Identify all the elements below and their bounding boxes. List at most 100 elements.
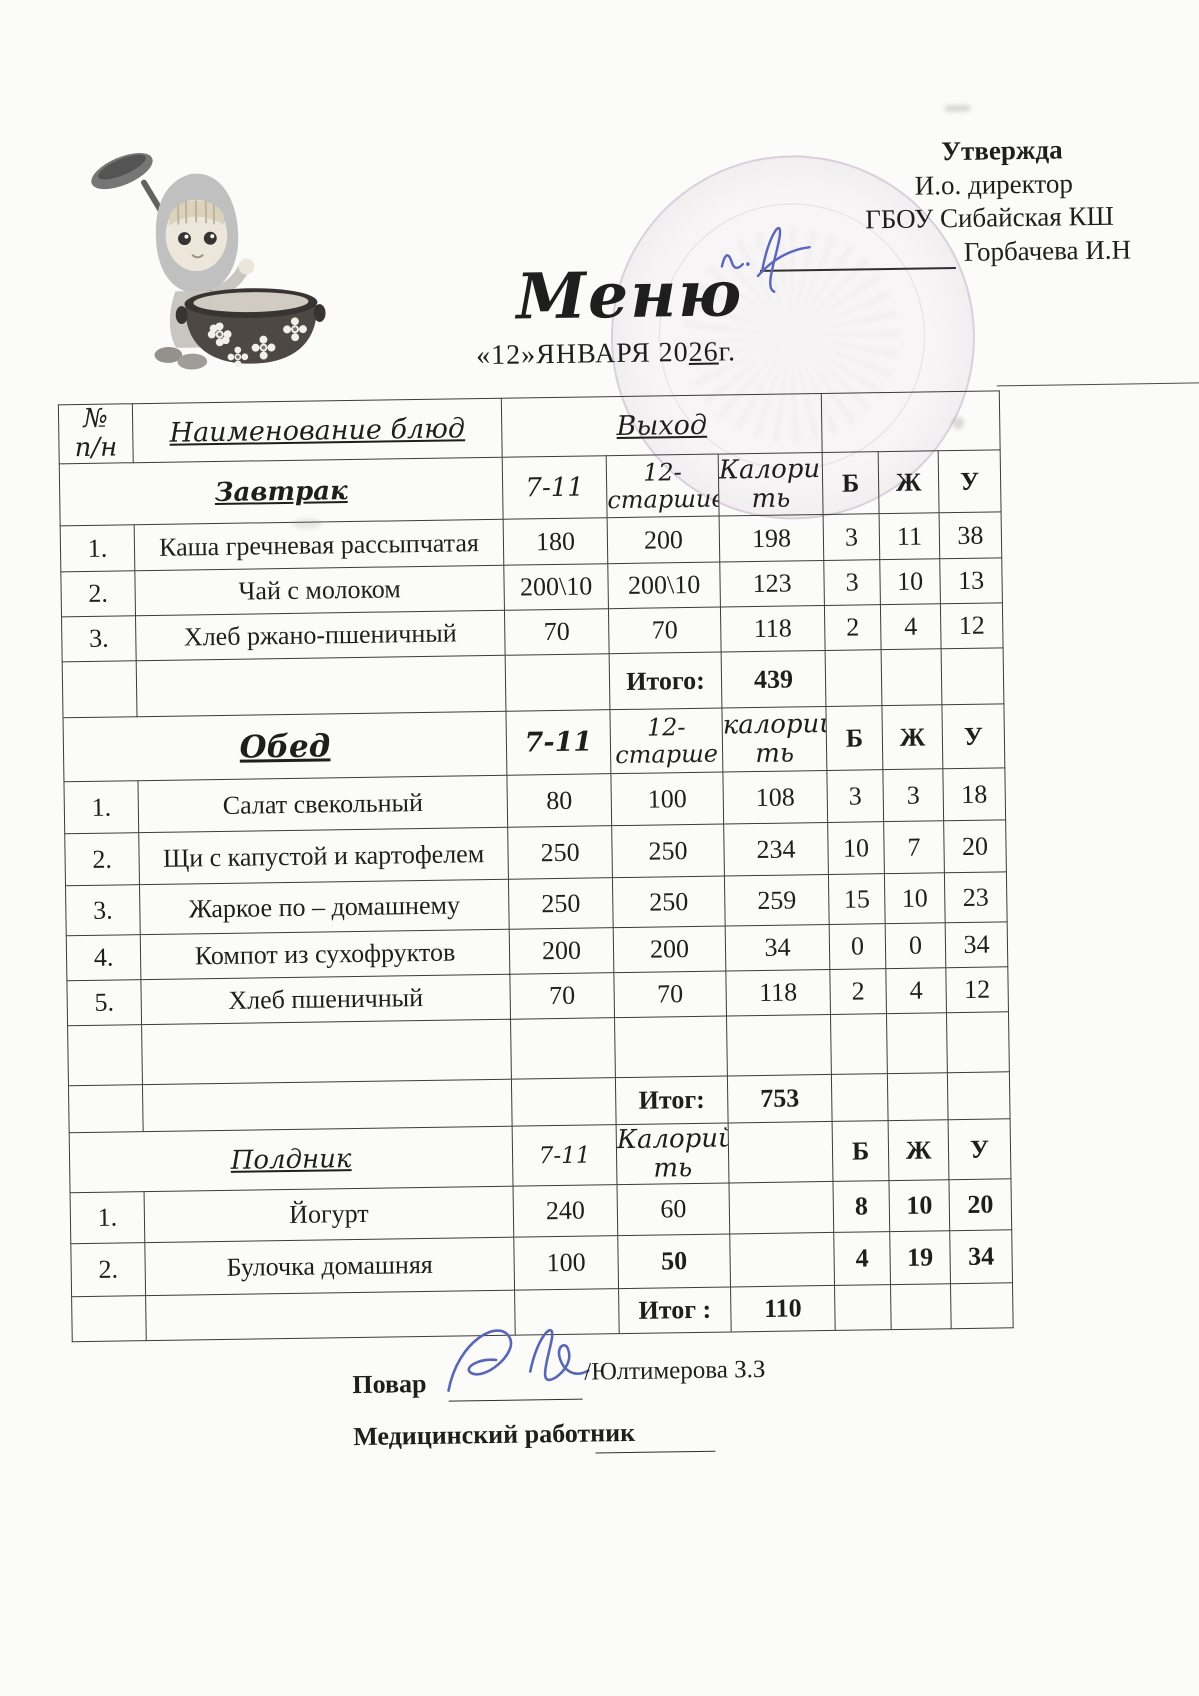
cell-no: 1. [60,524,135,573]
cell-out1: 250 [507,825,613,880]
cell-u: 13 [939,558,1003,604]
empty-cell [941,648,1004,705]
cell-dish-name: Булочка домашняя [144,1237,515,1296]
table-top-border-extension [996,382,1199,387]
cell-dish-name: Каша гречневая рассыпчатая [134,519,504,571]
snack-col-b: Б [832,1120,890,1182]
cell-out2: 250 [612,876,726,928]
lunch-col-u: У [941,704,1005,769]
cell-kcal: 259 [724,874,830,927]
cell-kcal: 123 [719,560,825,608]
empty-cell [890,1283,952,1330]
cell-no: 3. [65,884,141,936]
cell-zh: 10 [879,558,941,605]
breakfast-total-label: Итого: [609,652,722,710]
empty-cell [947,1072,1011,1120]
empty-cell [726,1014,832,1077]
cell-u: 34 [949,1230,1013,1284]
empty-cell [511,1077,617,1127]
empty-cell [946,1012,1010,1073]
cell-b: 4 [833,1231,891,1286]
empty-cell [834,1284,892,1331]
header-dish-name: Наименование блюд [132,398,503,463]
lunch-col-kcal-l1: калорийнос [722,707,827,741]
menu-table: № п/н Наименование блюд Выход Завтрак 7-1… [58,390,1014,1342]
header-no: № п/н [58,403,134,465]
snack-total-label: Итог : [618,1287,732,1334]
section-title-breakfast-text: Завтрак [214,475,348,508]
snack-col-age1: 7-11 [512,1124,617,1187]
cell-dish-name: Щи с капустой и картофелем [138,827,509,885]
cell-out2: 200 [607,516,720,564]
page-title: Меню [515,256,744,334]
breakfast-col-u: У [938,450,1002,514]
cell-u: 12 [940,603,1004,649]
breakfast-col-kcal-l1: Калорийнос [718,452,824,486]
lunch-col-age1: 7-11 [505,709,611,776]
empty-cell [505,653,610,712]
cell-zh: 19 [889,1230,951,1285]
approval-line-1: Утвержда [940,134,1063,167]
cell-no: 2. [60,570,136,618]
empty-cell [728,1121,834,1184]
cell-b: 15 [828,873,886,925]
header-dish-name-text: Наименование блюд [169,412,466,449]
date-underlined-part: 26 [688,336,719,368]
empty-cell [62,660,138,719]
empty-cell [729,1232,835,1288]
director-signature [720,226,811,293]
snack-col-zh: Ж [888,1119,949,1181]
cell-kcal: 118 [725,969,831,1017]
lunch-col-age2-l1: 12- [646,712,686,742]
empty-cell [71,1295,147,1342]
cell-out1: 70 [509,972,615,1020]
date-line: «12»ЯНВАРЯ 2026г. [476,336,736,372]
empty-cell [142,1079,513,1132]
cell-out1: 180 [503,517,608,566]
cell-dish-name: Салат свекольный [137,775,508,833]
cell-b: 2 [824,604,882,651]
section-title-lunch: Обед [63,711,507,783]
cell-kcal: 60 [616,1183,730,1236]
breakfast-col-kcal-l2: ть [751,483,791,514]
cell-out2: 200\10 [607,562,721,609]
empty-cell [831,1073,889,1122]
cell-b: 3 [823,513,880,561]
cell-out2: 250 [611,824,725,878]
cell-zh: 0 [885,922,946,969]
empty-cell [886,1012,948,1074]
snack-col-kcal-l2: ть [653,1152,693,1184]
cell-no: 1. [63,780,139,835]
cell-out1: 240 [513,1184,618,1238]
snack-col-kcal: Калорийнос ть [616,1123,729,1185]
header-no-line1: № [83,403,109,434]
lunch-total-label: Итог: [615,1076,729,1125]
medical-worker-label: Медицинский работник [352,1417,636,1452]
breakfast-col-age2: 12- старшие [606,454,720,518]
cell-u: 18 [942,768,1006,821]
breakfast-col-age1: 7-11 [502,455,608,520]
cell-no: 3. [61,615,137,663]
cell-kcal: 108 [722,770,828,825]
cook-signature [447,1328,590,1392]
cell-no: 2. [70,1242,146,1297]
lunch-col-age2-l2: старше [615,739,719,769]
cell-zh: 10 [884,872,946,924]
cell-u: 34 [945,922,1008,968]
cell-out2: 70 [613,971,727,1018]
approval-line-2: И.о. директор [914,168,1074,201]
lunch-total-value: 753 [727,1074,833,1124]
cell-no: 5. [66,979,142,1026]
cell-dish-name: Хлеб ржано-пшеничный [135,610,506,661]
masha-illustration [91,153,326,370]
breakfast-col-age2-l1: 12- [642,457,682,487]
cell-b: 3 [826,769,884,823]
snack-total-value: 110 [730,1285,836,1333]
breakfast-col-b: Б [822,451,880,515]
snack-col-kcal-l1: Калорийнос [616,1123,729,1155]
cell-out2: 200 [613,926,726,973]
lunch-col-kcal-l2: ть [755,738,795,769]
empty-cell [67,1024,143,1086]
empty-cell [510,1017,616,1080]
cell-zh: 4 [885,967,947,1014]
